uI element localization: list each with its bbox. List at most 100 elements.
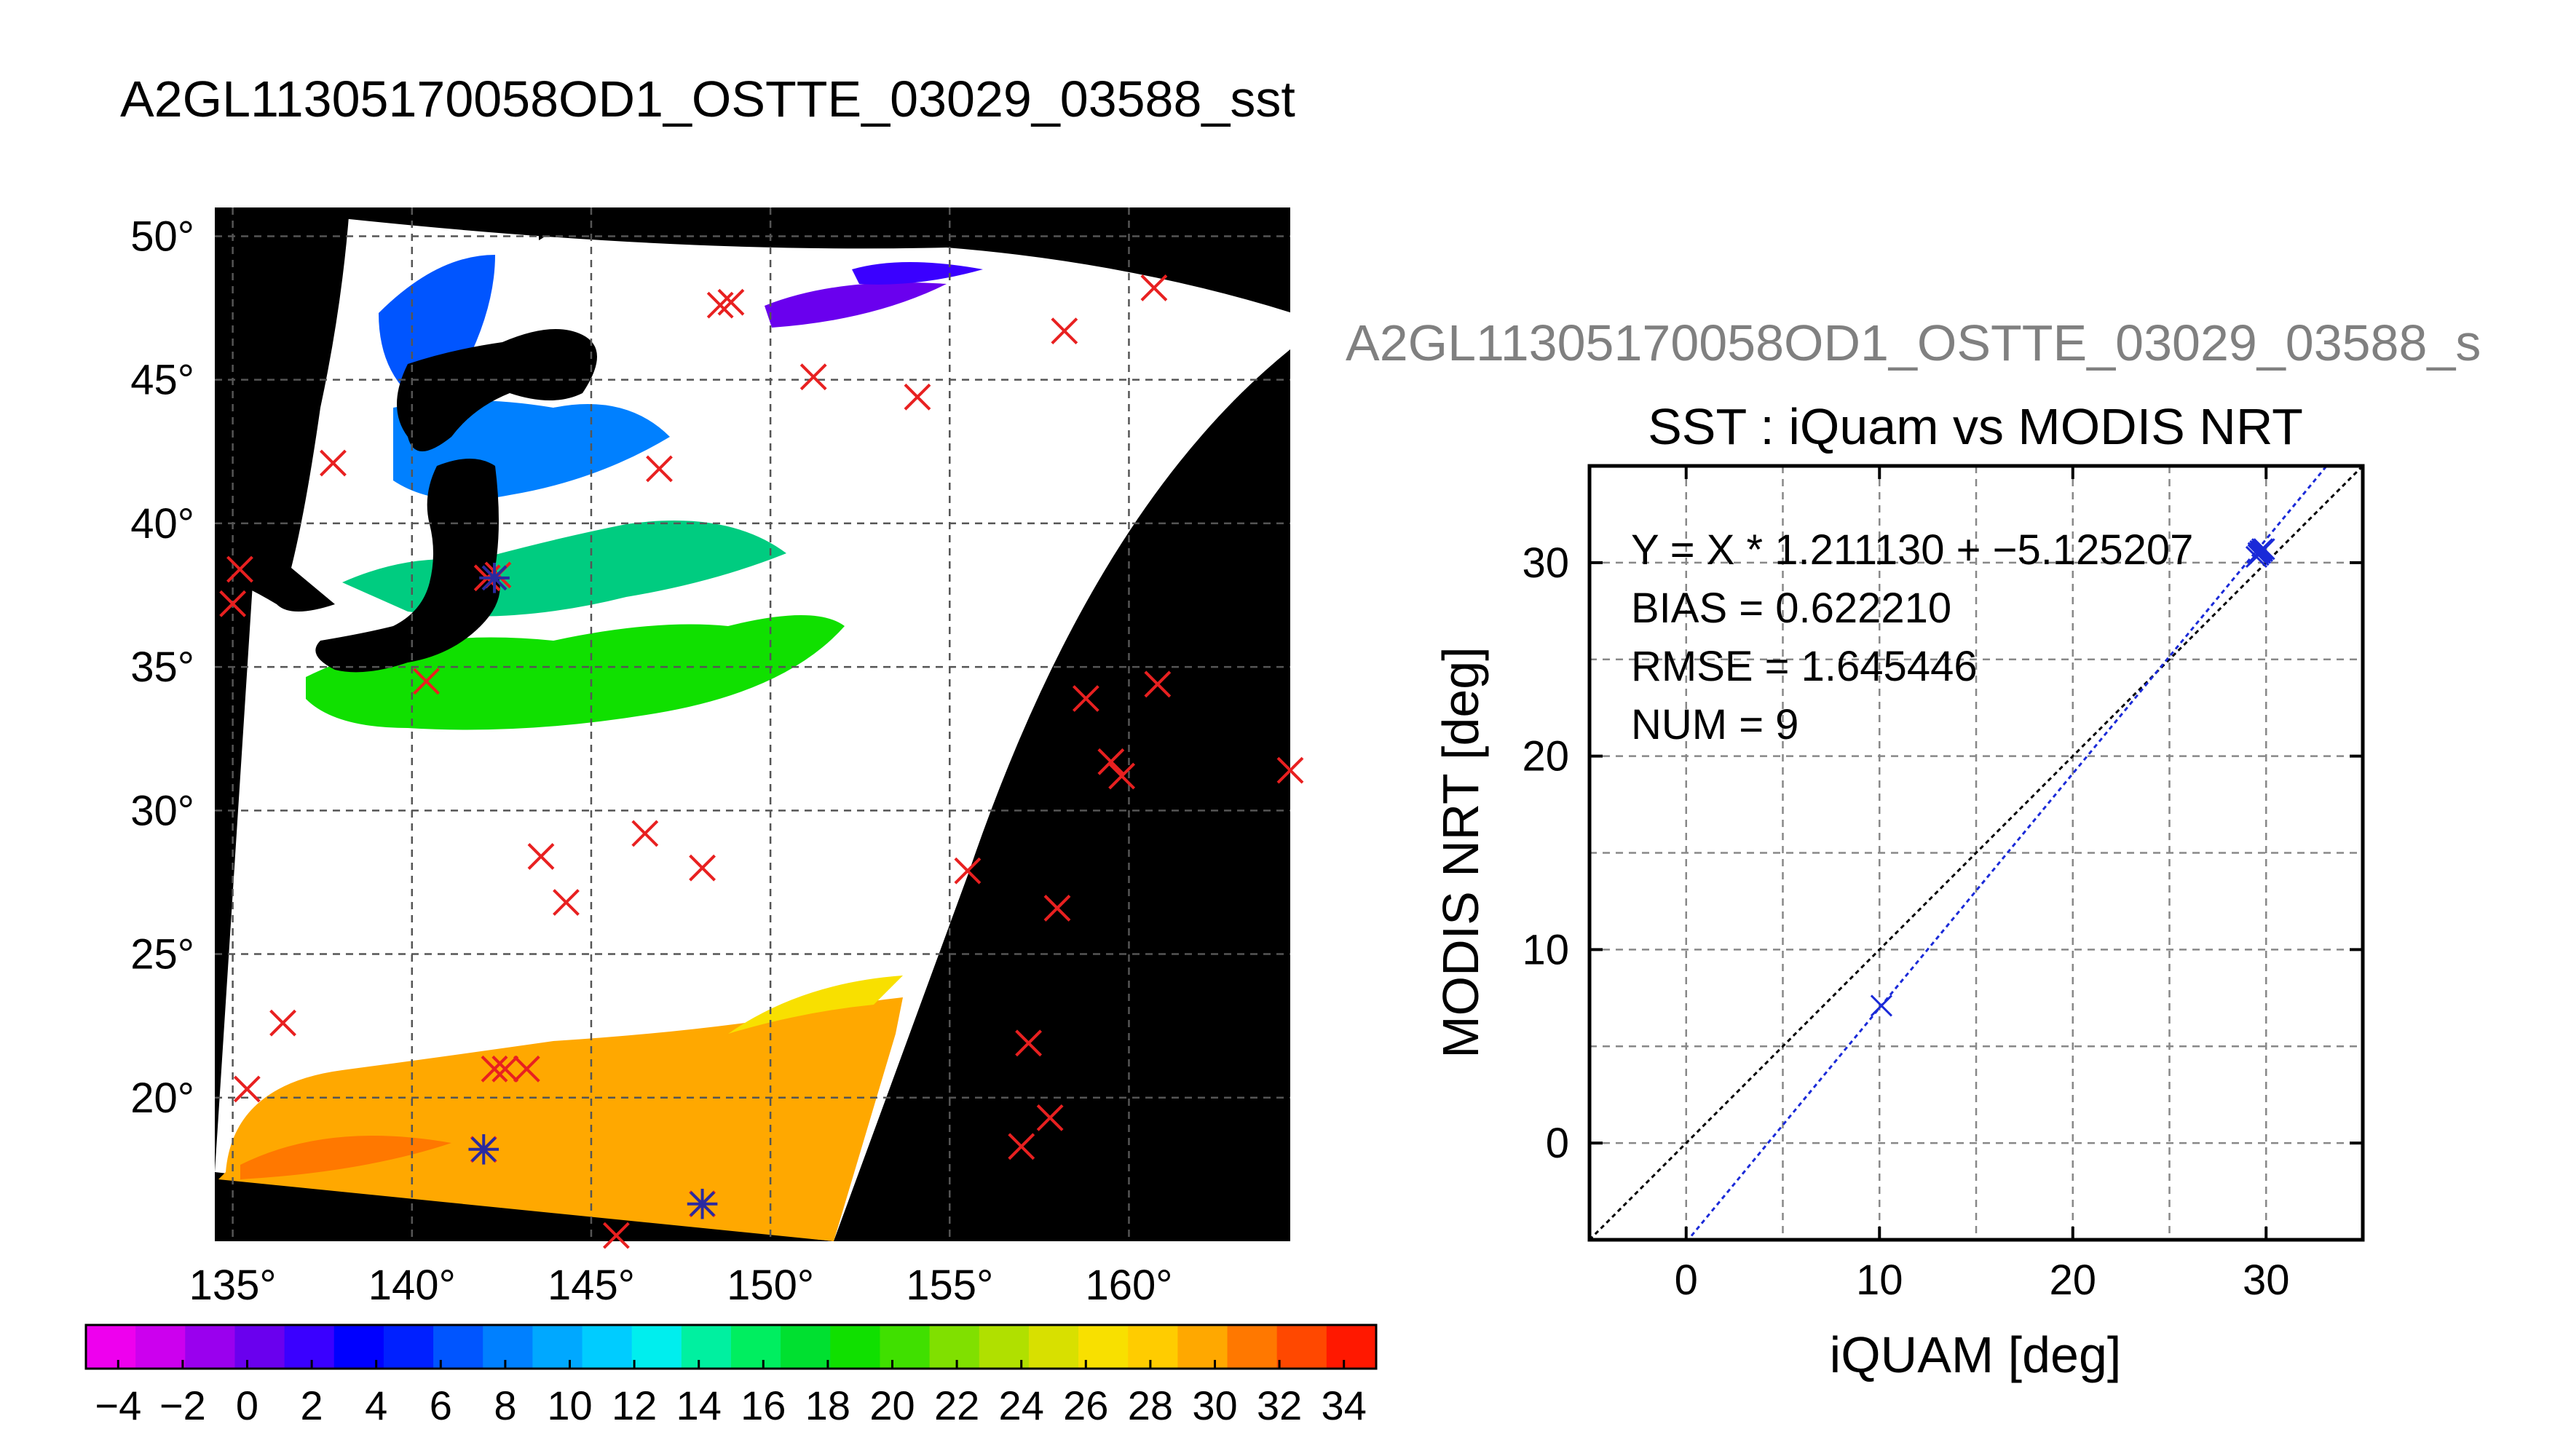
iquam-point-12-stroke-b bbox=[904, 383, 931, 411]
iquam-point-34 bbox=[1008, 1133, 1035, 1160]
colorbar-swatch-21 bbox=[1128, 1325, 1179, 1369]
iquam-point-10 bbox=[717, 288, 745, 316]
plot-annotation-3: NUM = 9 bbox=[1631, 701, 1798, 748]
map-gridlines bbox=[215, 207, 1290, 1241]
iquam-point-22 bbox=[1144, 670, 1172, 698]
map-lon-tick-155: 155° bbox=[906, 1262, 993, 1309]
colorbar-tick-5: 6 bbox=[430, 1382, 452, 1428]
colorbar-tick-17: 30 bbox=[1192, 1382, 1237, 1428]
colorbar-swatch-11 bbox=[631, 1325, 682, 1369]
colorbar-swatch-25 bbox=[1326, 1325, 1377, 1369]
sst-yellow-band bbox=[728, 976, 903, 1034]
iquam-point-18 bbox=[1072, 685, 1099, 712]
colorbar-tick-7: 10 bbox=[547, 1382, 592, 1428]
map-markers bbox=[219, 274, 1304, 1249]
colorbar-tick-6: 8 bbox=[494, 1382, 516, 1428]
colorbar-swatch-17 bbox=[929, 1325, 980, 1369]
iquam-point-27 bbox=[481, 1055, 508, 1083]
plot-annotation-0: Y = X * 1.211130 + −5.125207 bbox=[1631, 526, 2193, 574]
colorbar-swatch-23 bbox=[1227, 1325, 1278, 1369]
match-point-0 bbox=[468, 1133, 499, 1165]
iquam-point-15 bbox=[1036, 1104, 1064, 1131]
plot-gridlines bbox=[1590, 466, 2363, 1240]
sst-map: 135° 140° 145° 150° 155° 160° 50° 45° 40° 35° 30°… bbox=[130, 207, 1304, 1309]
map-longitude-ticks: 135° 140° 145° 150° 155° 160° bbox=[189, 1262, 1173, 1309]
colorbar-swatch-1 bbox=[135, 1325, 186, 1369]
iquam-point-0 bbox=[219, 590, 247, 617]
colorbar-tick-12: 20 bbox=[869, 1382, 915, 1428]
sst-violet-patch bbox=[852, 262, 983, 285]
map-lat-tick-45: 45° bbox=[130, 357, 194, 404]
sst-hot-patch bbox=[240, 1136, 451, 1179]
iquam-point-30 bbox=[233, 1075, 261, 1103]
colorbar-tick-16: 28 bbox=[1128, 1382, 1173, 1428]
iquam-point-7 bbox=[631, 820, 659, 847]
colorbar-swatch-16 bbox=[880, 1325, 931, 1369]
colorbar-swatch-12 bbox=[681, 1325, 732, 1369]
scatter-point-8-stroke-b bbox=[2251, 538, 2274, 561]
iquam-point-23-stroke-b bbox=[1276, 756, 1304, 784]
iquam-point-26-stroke-b bbox=[513, 1055, 540, 1083]
map-lon-tick-150: 150° bbox=[727, 1262, 814, 1309]
map-lon-tick-145: 145° bbox=[548, 1262, 635, 1309]
colorbar-swatch-8 bbox=[483, 1325, 534, 1369]
y-axis-label: MODIS NRT [deg] bbox=[1432, 646, 1489, 1058]
plot-x-tick-30: 30 bbox=[2243, 1257, 2290, 1304]
main-title: A2GL11305170058OD1_OSTTE_03029_03588_sst bbox=[120, 71, 1295, 127]
colorbar-tick-11: 18 bbox=[805, 1382, 850, 1428]
map-lat-tick-25: 25° bbox=[130, 931, 194, 978]
iquam-point-25-stroke-b bbox=[491, 1055, 519, 1083]
plot-y-tick-30: 30 bbox=[1522, 539, 1569, 587]
plot-annotations: Y = X * 1.211130 + −5.125207 BIAS = 0.622… bbox=[1631, 526, 2193, 748]
scatter-point-0-stroke-b bbox=[1870, 994, 1892, 1017]
colorbar-swatch-0 bbox=[86, 1325, 137, 1369]
iquam-point-23 bbox=[1276, 756, 1304, 784]
iquam-point-28-stroke-b bbox=[320, 449, 347, 477]
colorbar-swatch-15 bbox=[830, 1325, 881, 1369]
match-point-2 bbox=[479, 563, 510, 593]
scatter-point-0 bbox=[1870, 994, 1892, 1017]
iquam-point-17 bbox=[1051, 317, 1078, 345]
colorbar-swatch-13 bbox=[731, 1325, 782, 1369]
colorbar-tick-3: 2 bbox=[301, 1382, 323, 1428]
iquam-point-18-stroke-b bbox=[1072, 685, 1099, 712]
iquam-point-30-stroke-b bbox=[233, 1075, 261, 1103]
plot-x-tick-10: 10 bbox=[1856, 1257, 1903, 1304]
colorbar-swatch-24 bbox=[1276, 1325, 1327, 1369]
map-latitude-ticks: 50° 45° 40° 35° 30° 25° 20° bbox=[130, 213, 194, 1121]
iquam-point-9-stroke-b bbox=[706, 291, 734, 319]
plot-x-tick-0: 0 bbox=[1675, 1257, 1698, 1304]
iquam-point-10-stroke-b bbox=[717, 288, 745, 316]
colorbar-tick-13: 22 bbox=[934, 1382, 979, 1428]
plot-lines bbox=[1590, 466, 2363, 1240]
iquam-point-11-stroke-b bbox=[799, 363, 827, 391]
colorbar-tick-19: 34 bbox=[1322, 1382, 1367, 1428]
iquam-point-2 bbox=[413, 668, 440, 695]
iquam-point-20-stroke-b bbox=[1108, 762, 1136, 790]
iquam-point-29 bbox=[646, 455, 673, 483]
plot-y-tick-0: 0 bbox=[1546, 1120, 1569, 1167]
scatter-point-7 bbox=[2249, 542, 2272, 564]
iquam-point-6 bbox=[602, 1222, 630, 1249]
plot-x-tick-20: 20 bbox=[2049, 1257, 2096, 1304]
iquam-point-5-stroke-b bbox=[553, 889, 580, 916]
match-point-1 bbox=[687, 1188, 718, 1219]
plot-y-tick-20: 20 bbox=[1522, 733, 1569, 780]
scatter-plot: SST : iQuam vs MODIS NRT 0 10 20 30 0 10 20 30… bbox=[1432, 398, 2365, 1383]
map-lat-tick-30: 30° bbox=[130, 787, 194, 834]
colorbar-tick-2: 0 bbox=[236, 1382, 258, 1428]
iquam-point-8 bbox=[689, 854, 716, 882]
iquam-point-14-stroke-b bbox=[1015, 1029, 1043, 1057]
iquam-point-22-stroke-b bbox=[1144, 670, 1172, 698]
iquam-point-27-stroke-b bbox=[481, 1055, 508, 1083]
colorbar-frame bbox=[84, 1324, 1378, 1370]
colorbar-tick-14: 24 bbox=[999, 1382, 1044, 1428]
colorbar-tick-18: 32 bbox=[1257, 1382, 1302, 1428]
iquam-point-7-stroke-b bbox=[631, 820, 659, 847]
honshu-land bbox=[315, 459, 500, 673]
iquam-point-15-stroke-b bbox=[1036, 1104, 1064, 1131]
plot-annotation-2: RMSE = 1.645446 bbox=[1631, 643, 1978, 690]
iquam-point-11 bbox=[799, 363, 827, 391]
regression-line bbox=[1686, 466, 2329, 1240]
